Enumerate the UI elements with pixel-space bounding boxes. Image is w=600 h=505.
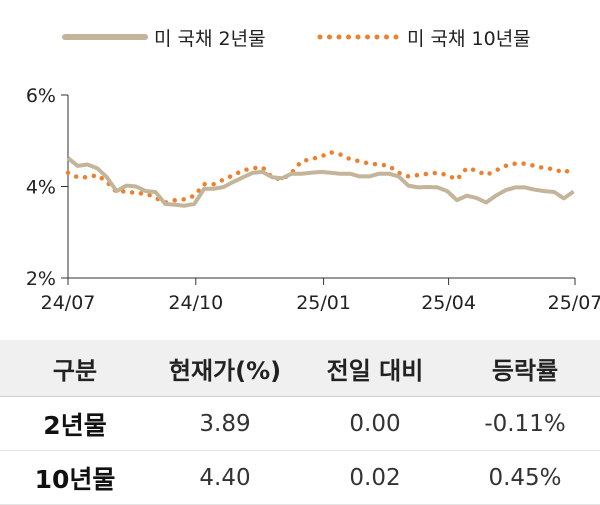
y-tick-label: 6% — [26, 85, 56, 107]
row-label: 2년물 — [0, 396, 150, 451]
header-category: 구분 — [0, 340, 150, 397]
row-change: 0.00 — [300, 396, 450, 451]
row-price: 4.40 — [150, 450, 300, 505]
x-tick-label: 25/01 — [296, 292, 351, 314]
x-tick-label: 25/04 — [421, 292, 476, 314]
header-price: 현재가(%) — [150, 340, 300, 397]
x-tick-label: 24/07 — [41, 292, 96, 314]
row-label: 10년물 — [0, 450, 150, 505]
table-row: 10년물 4.40 0.02 0.45% — [0, 450, 600, 505]
y-tick-label: 4% — [26, 177, 56, 199]
legend: 미 국채 2년물 미 국채 10년물 — [62, 28, 531, 50]
x-tick-label: 24/10 — [168, 292, 223, 314]
series-group — [65, 149, 576, 208]
row-rate: -0.11% — [450, 396, 600, 451]
table-header-row: 구분 현재가(%) 전일 대비 등락률 — [0, 340, 600, 397]
table-row: 2년물 3.89 0.00 -0.11% — [0, 396, 600, 451]
yield-chart: 미 국채 2년물 미 국채 10년물 6% 4% 2%24/07 24/10 25/01… — [26, 28, 600, 314]
series-line-2y — [66, 156, 575, 208]
x-tick-label: 25/07 — [548, 292, 600, 314]
y-tick-label: 2% — [26, 268, 56, 290]
row-rate: 0.45% — [450, 450, 600, 505]
legend-label-2y: 미 국채 2년물 — [154, 28, 266, 50]
series-line-10y — [65, 149, 576, 205]
row-change: 0.02 — [300, 450, 450, 505]
legend-label-10y: 미 국채 10년물 — [407, 28, 531, 50]
header-change: 전일 대비 — [300, 340, 450, 397]
yield-table: 구분 현재가(%) 전일 대비 등락률 2년물 3.89 0.00 -0.11%… — [0, 340, 600, 505]
header-rate: 등락률 — [450, 340, 600, 397]
row-price: 3.89 — [150, 396, 300, 451]
axes: 6% 4% 2%24/07 24/10 25/01 25/04 25/07 — [26, 85, 600, 314]
